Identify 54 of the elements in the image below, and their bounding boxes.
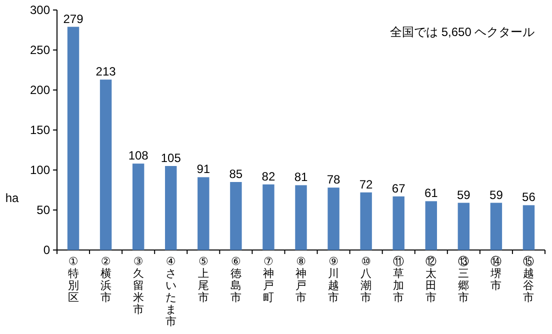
- y-tick-label: 250: [30, 43, 50, 57]
- bar: [490, 202, 502, 250]
- y-tick-label: 150: [30, 123, 50, 137]
- x-tick-label: ②横浜市: [100, 256, 112, 304]
- x-tick-label: ⑨川越市: [328, 256, 340, 304]
- y-tick-label: 50: [36, 203, 50, 217]
- x-tick-label: ①特別区: [68, 256, 79, 304]
- bar: [328, 188, 340, 250]
- bar: [67, 26, 80, 250]
- annotation: 全国では 5,650 ヘクタール: [390, 25, 535, 39]
- x-tick-label: ⑫太田市: [426, 255, 437, 304]
- data-label: 108: [128, 148, 149, 163]
- x-tick-label: ④さいたま市: [165, 256, 176, 328]
- data-label: 105: [160, 151, 182, 165]
- data-label: 81: [294, 170, 308, 184]
- x-tick-label: ⑬三郷市: [458, 255, 470, 304]
- bar: [425, 201, 437, 250]
- data-label: 59: [456, 188, 471, 202]
- x-tick-label: ⑮越谷市: [523, 255, 534, 304]
- x-tick-label: ⑥徳島市: [230, 256, 242, 304]
- y-axis-title: ha: [5, 191, 19, 205]
- x-tick-label: ⑦神戸町: [262, 256, 274, 304]
- x-tick-label: ⑩八潮市: [360, 256, 372, 304]
- data-label: 85: [229, 167, 243, 181]
- data-label: 56: [522, 190, 536, 204]
- x-tick-label: ⑪草加市: [393, 255, 404, 304]
- y-tick-label: 0: [43, 243, 50, 257]
- x-tick-label: ⑭堺市: [490, 255, 502, 292]
- bar: [165, 166, 177, 250]
- data-label: 91: [196, 162, 210, 176]
- y-tick-label: 300: [30, 3, 50, 17]
- bar: [360, 192, 372, 250]
- data-label: 67: [392, 181, 406, 196]
- bar: [392, 196, 404, 250]
- data-label: 213: [96, 64, 116, 79]
- bar: [198, 177, 210, 250]
- y-tick-label: 200: [30, 83, 50, 97]
- x-tick-label: ⑧神戸市: [296, 256, 306, 304]
- data-label: 59: [490, 188, 504, 202]
- x-tick-label: ⑤上尾市: [198, 256, 209, 304]
- bar: [230, 182, 242, 250]
- bar: [522, 205, 535, 250]
- bar: [100, 80, 112, 250]
- data-label: 279: [63, 12, 84, 26]
- data-label: 78: [326, 172, 341, 187]
- bar: [132, 164, 144, 250]
- bar: [262, 184, 274, 250]
- bar: [458, 202, 470, 250]
- x-tick-label: ③久留米市: [132, 256, 144, 316]
- y-tick-label: 100: [30, 163, 50, 177]
- bar: [295, 185, 307, 250]
- data-label: 82: [262, 169, 276, 184]
- data-label: 61: [424, 186, 438, 200]
- data-label: 72: [359, 177, 374, 192]
